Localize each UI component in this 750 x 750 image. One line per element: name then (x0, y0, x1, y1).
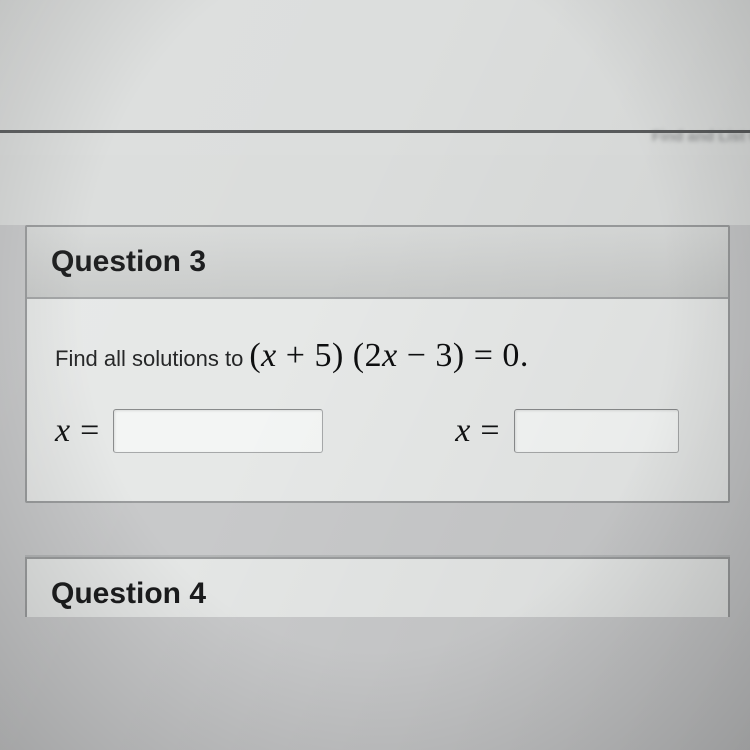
answer-2-group: x= (455, 409, 678, 453)
question-4-panel: Question 4 (25, 557, 730, 617)
answer-1-input[interactable] (113, 409, 323, 453)
equation: (x + 5) (2x − 3) = 0. (249, 337, 529, 375)
lparen: ( (249, 337, 261, 374)
equals-sign: = (465, 337, 503, 374)
answer-2-label: x= (455, 412, 499, 450)
question-3-body: Find all solutions to (x + 5) (2x − 3) =… (27, 299, 728, 501)
answer-2-input[interactable] (514, 409, 679, 453)
eq-label-2: = (480, 412, 499, 449)
answer-1-label: x= (55, 412, 99, 450)
x-label-1: x (55, 412, 70, 449)
spacer (0, 155, 750, 225)
lparen2: ( (353, 337, 365, 374)
prompt-text: Find all solutions to (55, 346, 243, 372)
plus-op: + (277, 337, 315, 374)
rparen: ) (332, 337, 353, 374)
constant-5: 5 (314, 337, 332, 374)
coeff-2: 2 (365, 337, 383, 374)
question-3-panel: Question 3 Find all solutions to (x + 5)… (25, 225, 730, 503)
question-3-header: Question 3 (27, 227, 728, 299)
minus-op: − (398, 337, 436, 374)
constant-3: 3 (435, 337, 453, 374)
rparen2: ) (453, 337, 465, 374)
x-label-2: x (455, 412, 470, 449)
eq-label-1: = (80, 412, 99, 449)
answer-1-group: x= (55, 409, 323, 453)
browser-top-region: Find and List C (0, 0, 750, 155)
question-4-title: Question 4 (51, 577, 704, 611)
period: . (520, 337, 529, 374)
rhs-zero: 0 (502, 337, 520, 374)
answers-row: x= x= (55, 409, 700, 453)
variable-x2: x (382, 337, 398, 374)
question-3-title: Question 3 (51, 245, 704, 279)
variable-x: x (261, 337, 277, 374)
top-divider (0, 130, 750, 133)
question-3-prompt: Find all solutions to (x + 5) (2x − 3) =… (55, 337, 700, 375)
